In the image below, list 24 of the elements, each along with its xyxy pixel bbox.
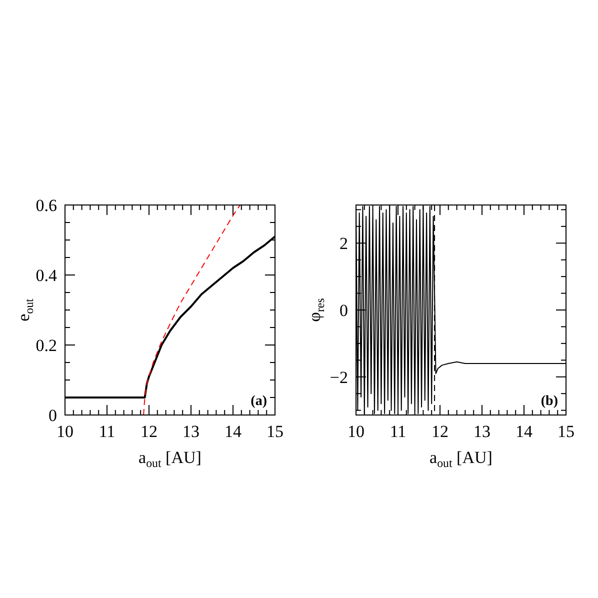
x-tick-label: 11 (390, 422, 406, 441)
x-tick-label: 13 (474, 422, 490, 441)
x-tick-label: 10 (348, 422, 364, 441)
y-tick-label: 0.2 (36, 336, 57, 355)
x-tick-label: 15 (266, 422, 284, 441)
annotation: (b) (540, 394, 558, 409)
x-tick-label: 14 (516, 422, 533, 441)
x-axis-title: a$_{out}$[AU] (138, 448, 202, 470)
x-tick-label: 14 (224, 422, 242, 441)
line-series (143, 205, 241, 415)
y-tick-label: 0 (340, 301, 348, 320)
y-tick-label: 2 (340, 234, 348, 254)
x-tick-label: 12 (432, 422, 448, 441)
x-tick-label: 11 (98, 422, 116, 441)
y-tick-label: 0.4 (36, 266, 58, 285)
x-tick-label: 15 (558, 422, 574, 441)
x-tick-label: 13 (182, 422, 200, 441)
annotation: (a) (250, 394, 268, 409)
x-tick-label: 12 (140, 422, 158, 441)
y-tick-label: 0 (48, 406, 57, 425)
y-tick-label: 0.6 (36, 196, 57, 215)
x-axis-title: a$_{out}$ [AU] (430, 448, 492, 470)
x-tick-label: 10 (56, 422, 74, 441)
y-tick-label: −2 (330, 368, 348, 387)
